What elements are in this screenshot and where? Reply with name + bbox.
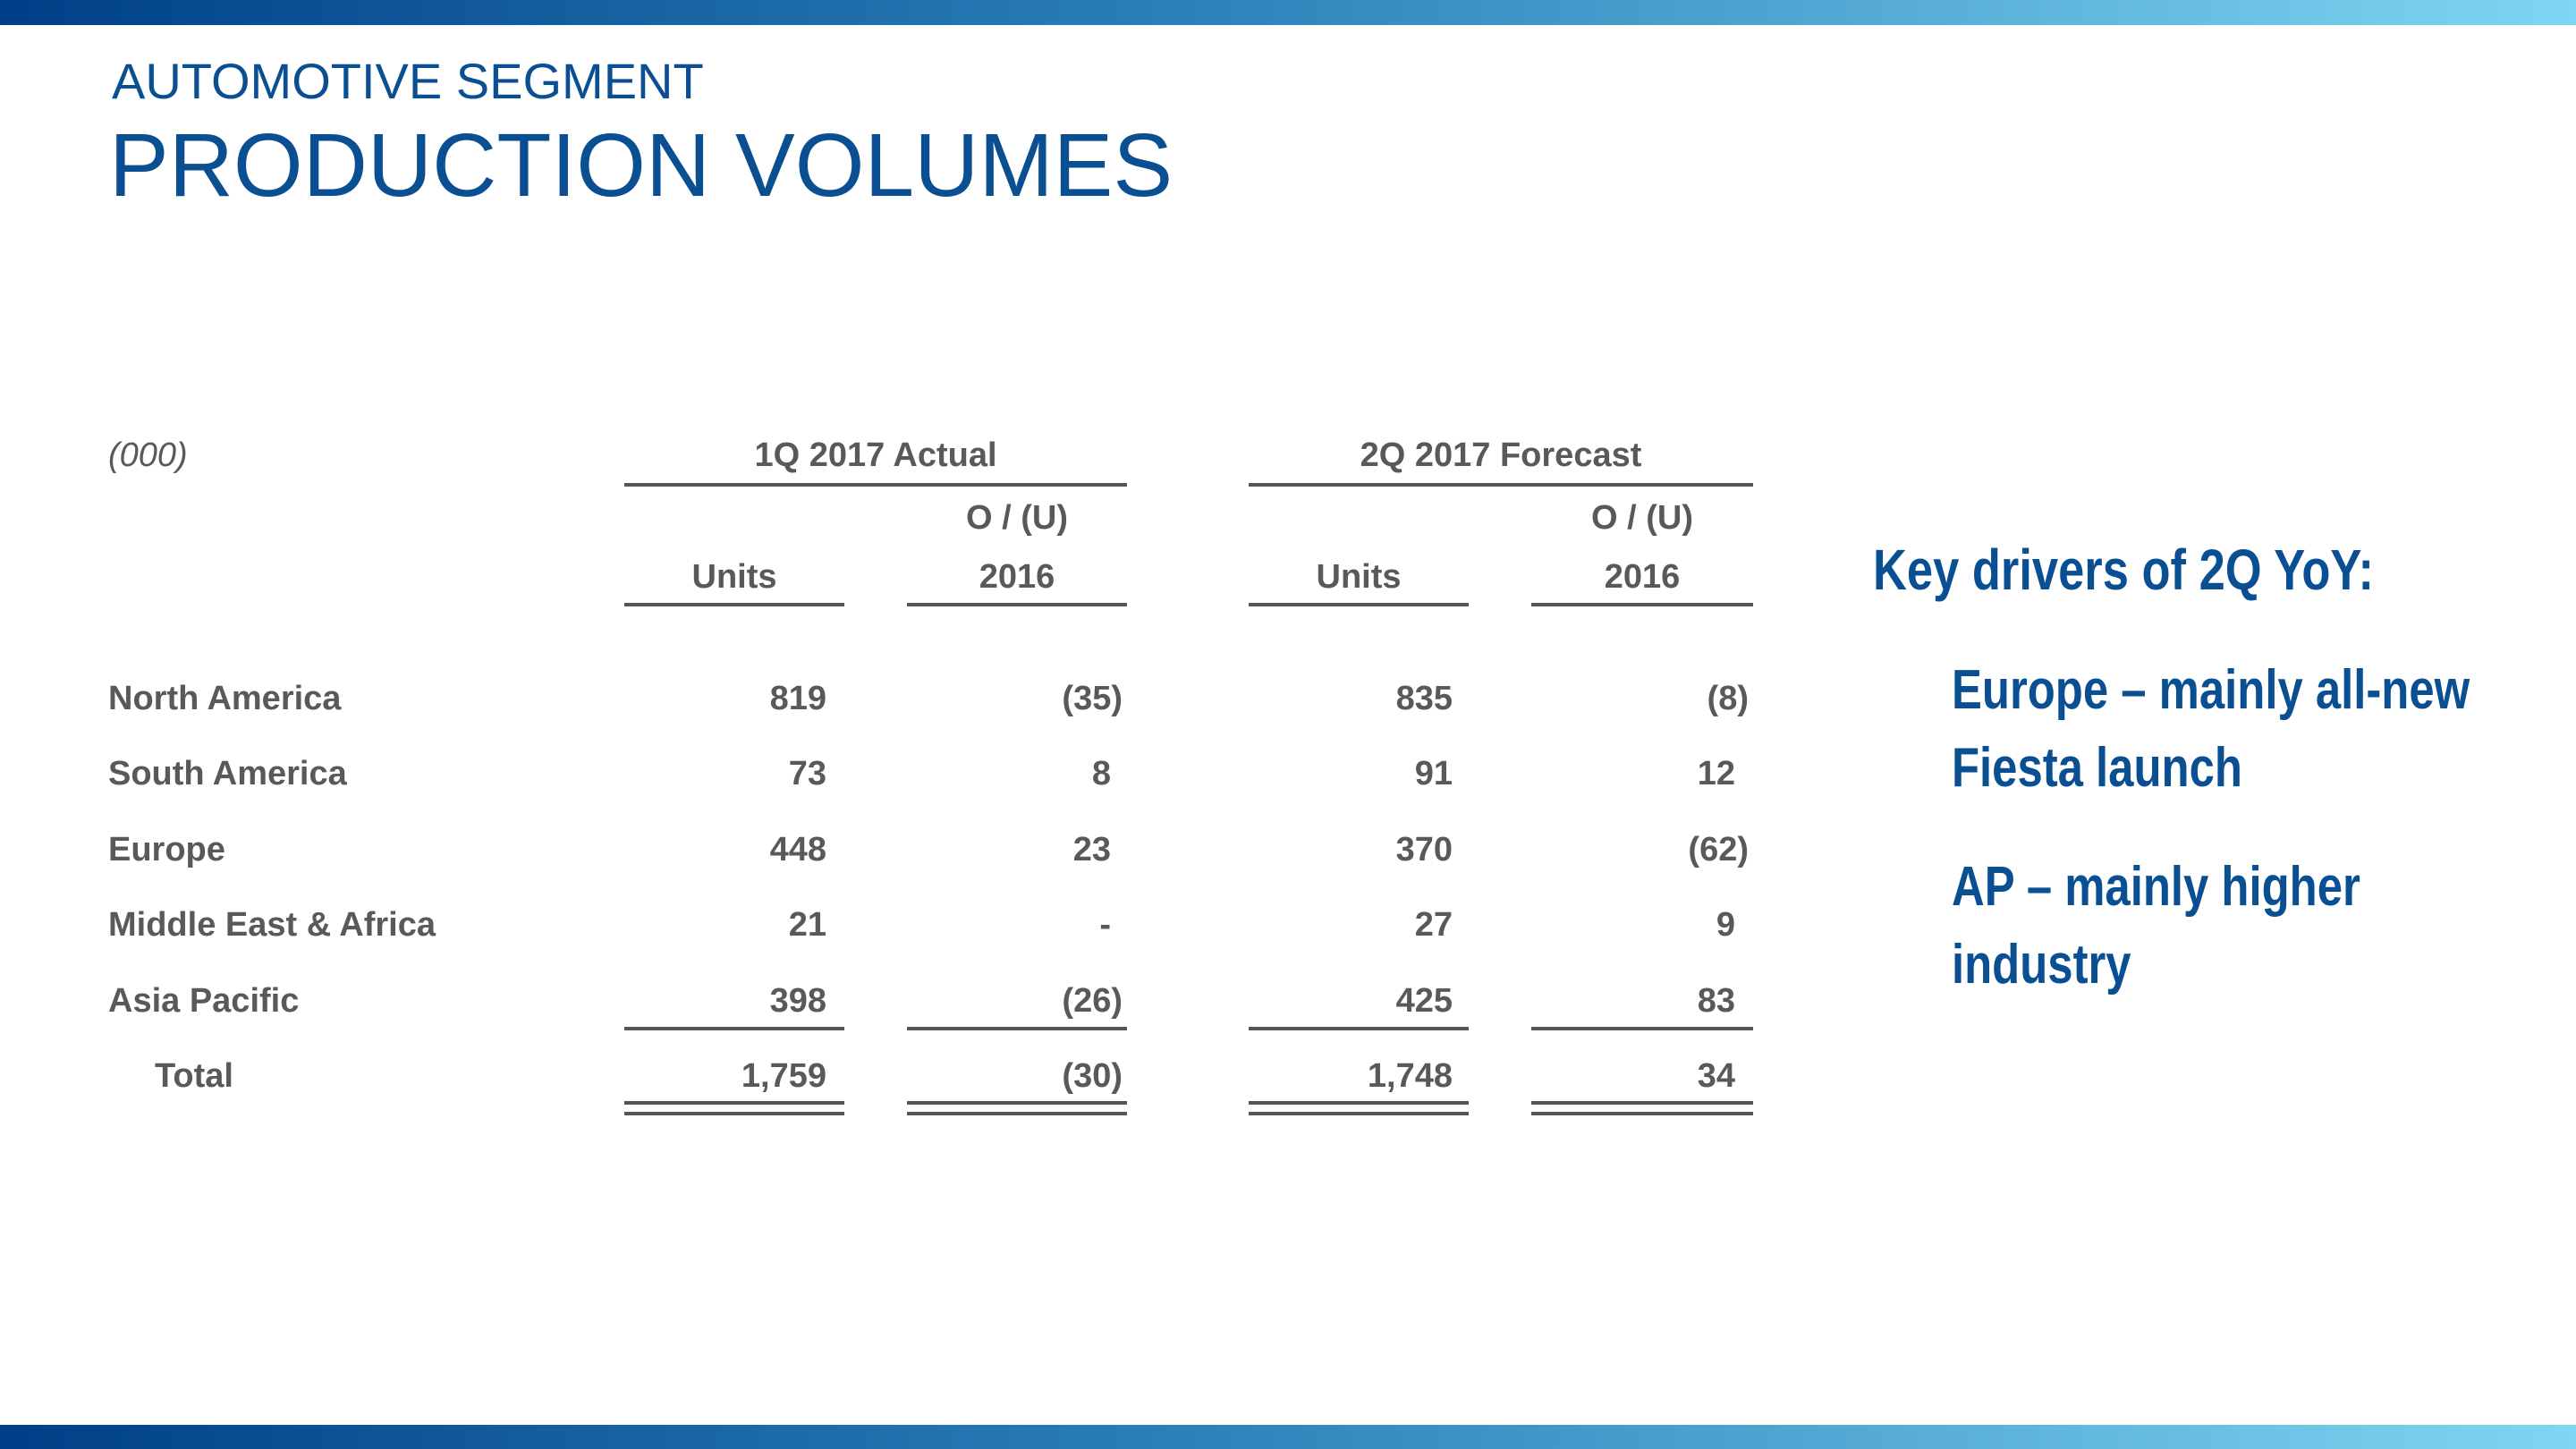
total-rule (1249, 1112, 1469, 1115)
cell: 83 (1697, 982, 1735, 1020)
group-rule (624, 483, 1127, 487)
cell: (35) (1062, 680, 1123, 717)
total-rule (1531, 1101, 1753, 1105)
cell: (8) (1707, 680, 1749, 717)
cell: - (1099, 906, 1111, 944)
total-rule (624, 1112, 844, 1115)
column-header: Units (691, 558, 777, 596)
row-label: Middle East & Africa (108, 906, 436, 944)
group-rule (1249, 483, 1753, 487)
column-header: O / (U) (966, 499, 1068, 537)
cell: (62) (1688, 831, 1749, 869)
cell: 73 (788, 755, 826, 792)
subtotal-rule (1249, 1027, 1469, 1030)
header-rule (1249, 603, 1469, 606)
cell: 448 (769, 831, 826, 869)
cell: 9 (1716, 906, 1735, 944)
cell: 23 (1072, 831, 1111, 869)
group-header: 2Q 2017 Forecast (1360, 436, 1642, 474)
note-item: AP – mainly higher industry (1952, 856, 2360, 996)
cell: 1,748 (1367, 1057, 1453, 1095)
cell: (26) (1062, 982, 1123, 1020)
row-label: Europe (108, 831, 225, 869)
group-header: 1Q 2017 Actual (754, 436, 997, 474)
unit-label: (000) (108, 436, 188, 474)
row-label: South America (108, 755, 347, 792)
column-header: O / (U) (1591, 499, 1693, 537)
total-rule (1531, 1112, 1753, 1115)
total-rule (1249, 1101, 1469, 1105)
cell: 12 (1697, 755, 1735, 792)
header-rule (624, 603, 844, 606)
column-header: Units (1316, 558, 1402, 596)
cell: 1,759 (741, 1057, 826, 1095)
total-rule (624, 1101, 844, 1105)
cell: 91 (1414, 755, 1453, 792)
column-header: 2016 (1604, 558, 1681, 596)
title: PRODUCTION VOLUMES (109, 115, 1174, 216)
cell: 398 (769, 982, 826, 1020)
row-label: Total (155, 1057, 233, 1095)
row-label: Asia Pacific (108, 982, 300, 1020)
top-band (0, 0, 2576, 25)
row-label: North America (108, 680, 342, 717)
cell: 425 (1395, 982, 1453, 1020)
note-item: Europe – mainly all-new Fiesta launch (1952, 659, 2470, 799)
cell: 819 (769, 680, 826, 717)
subtotal-rule (624, 1027, 844, 1030)
cell: (30) (1062, 1057, 1123, 1095)
cell: 8 (1091, 755, 1111, 792)
cell: 34 (1697, 1057, 1735, 1095)
subtitle: AUTOMOTIVE SEGMENT (112, 53, 704, 109)
column-header: 2016 (979, 558, 1055, 596)
cell: 835 (1395, 680, 1453, 717)
total-rule (907, 1112, 1127, 1115)
total-rule (907, 1101, 1127, 1105)
header-rule (1531, 603, 1753, 606)
header-rule (907, 603, 1127, 606)
subtotal-rule (907, 1027, 1127, 1030)
notes-heading: Key drivers of 2Q YoY: (1873, 538, 2374, 602)
cell: 27 (1414, 906, 1453, 944)
cell: 370 (1395, 831, 1453, 869)
bottom-band (0, 1425, 2576, 1449)
cell: 21 (788, 906, 826, 944)
subtotal-rule (1531, 1027, 1753, 1030)
